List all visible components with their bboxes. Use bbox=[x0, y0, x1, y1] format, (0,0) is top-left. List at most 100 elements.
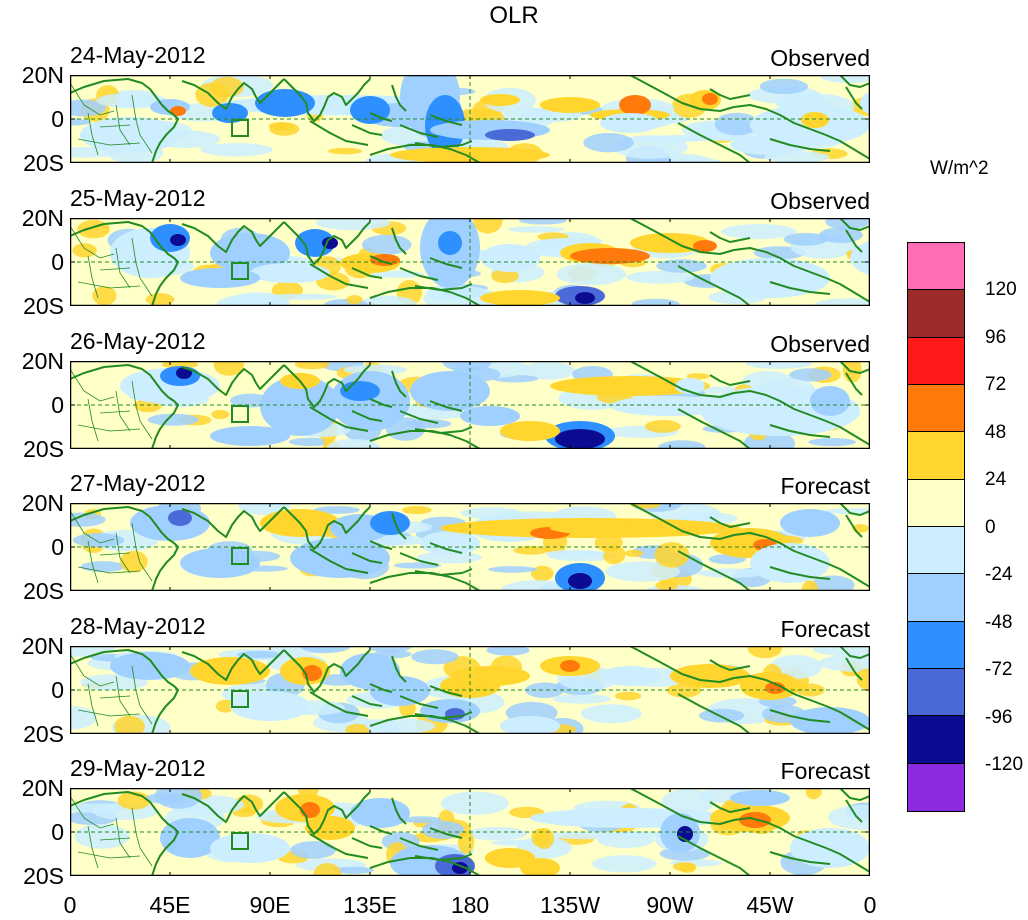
colorbar-level-label: -96 bbox=[985, 707, 1013, 728]
anomaly-patch bbox=[790, 828, 870, 868]
anomaly-patch bbox=[686, 373, 710, 380]
lat-label-20s: 20S bbox=[23, 721, 64, 747]
anomaly-patch bbox=[783, 232, 829, 246]
colorbar-level-label: 24 bbox=[985, 469, 1007, 490]
colorbar-level-label: 48 bbox=[985, 422, 1007, 443]
coastline bbox=[709, 516, 751, 528]
anomaly-patch bbox=[411, 649, 459, 665]
coastline bbox=[709, 231, 751, 243]
anomaly-patch bbox=[592, 855, 657, 873]
anomaly-patch bbox=[92, 286, 117, 306]
anomaly-patch bbox=[300, 802, 320, 818]
anomaly-patch bbox=[365, 718, 436, 734]
colorbar-level-label: 120 bbox=[985, 279, 1017, 300]
colorbar-box bbox=[908, 290, 964, 338]
colorbar-box bbox=[908, 479, 964, 527]
anomaly-patch bbox=[370, 254, 400, 266]
anomaly-patch bbox=[72, 243, 97, 258]
border bbox=[70, 368, 115, 402]
anomaly-patch bbox=[570, 248, 650, 264]
anomaly-patch bbox=[154, 788, 203, 809]
coastline bbox=[283, 791, 371, 835]
map-plot bbox=[70, 646, 870, 734]
anomaly-patch bbox=[401, 816, 442, 824]
lat-label-0: 0 bbox=[51, 534, 64, 560]
panel-type-label: Forecast bbox=[780, 616, 870, 642]
border bbox=[87, 825, 99, 869]
coastline bbox=[309, 683, 473, 719]
anomaly-patch bbox=[120, 550, 148, 573]
anomaly-patch bbox=[545, 549, 606, 558]
lat-label-20n: 20N bbox=[21, 775, 64, 801]
map-plot bbox=[70, 361, 870, 449]
anomaly-patch bbox=[359, 295, 417, 306]
lat-label-0: 0 bbox=[51, 249, 64, 275]
map-frame bbox=[70, 361, 870, 449]
panel-type-label: Observed bbox=[770, 331, 870, 357]
anomaly-patch bbox=[180, 548, 260, 578]
map-plot bbox=[70, 75, 870, 163]
colorbar-level-label: 96 bbox=[985, 327, 1007, 348]
colorbar-level-label: -120 bbox=[985, 754, 1024, 775]
border bbox=[99, 695, 131, 699]
anomaly-patch bbox=[70, 646, 116, 657]
anomaly-patch bbox=[230, 691, 310, 721]
anomaly-patch bbox=[759, 78, 809, 95]
anomaly-patch bbox=[519, 362, 576, 380]
anomaly-patch bbox=[560, 660, 580, 672]
coastline bbox=[70, 221, 179, 306]
anomaly-patch bbox=[500, 421, 560, 441]
coastline bbox=[181, 506, 285, 538]
coastline bbox=[70, 649, 179, 734]
anomaly-patch bbox=[300, 646, 351, 654]
anomaly-patch bbox=[658, 157, 721, 163]
anomaly-patch bbox=[195, 82, 229, 107]
anomaly-patch bbox=[315, 218, 391, 231]
anomaly-patch bbox=[327, 439, 380, 449]
map-frame bbox=[70, 218, 870, 306]
coastline bbox=[369, 572, 481, 591]
anomaly-patch bbox=[600, 113, 660, 133]
anomaly-patch bbox=[460, 406, 520, 426]
colorbar-box bbox=[908, 527, 964, 575]
region-box bbox=[231, 405, 249, 423]
anomaly-patch bbox=[555, 429, 605, 449]
coastline bbox=[70, 78, 179, 163]
anomaly-patch bbox=[290, 841, 337, 859]
anomaly-patch bbox=[250, 263, 330, 283]
border bbox=[77, 424, 141, 432]
anomaly-patch bbox=[805, 788, 822, 800]
panel-type-label: Observed bbox=[770, 45, 870, 71]
anomaly-patch bbox=[212, 103, 248, 123]
anomaly-patch bbox=[655, 580, 678, 591]
panel-1: 24-May-2012 Observed bbox=[70, 42, 870, 163]
coastline bbox=[709, 374, 751, 386]
country-borders bbox=[70, 225, 153, 299]
anomaly-patch bbox=[305, 816, 355, 840]
anomaly-patch bbox=[210, 426, 290, 446]
coastline bbox=[309, 112, 473, 148]
anomaly-patch bbox=[548, 237, 603, 244]
region-box bbox=[231, 547, 249, 565]
anomaly-patch bbox=[594, 533, 623, 552]
lat-label-0: 0 bbox=[51, 392, 64, 418]
anomaly-patch bbox=[769, 655, 823, 679]
anomaly-patch bbox=[525, 682, 565, 698]
panel-4: 27-May-2012 Forecast bbox=[70, 470, 870, 591]
border bbox=[77, 566, 141, 574]
border bbox=[87, 255, 99, 299]
olr-anomaly-field bbox=[72, 218, 870, 306]
anomaly-patch bbox=[730, 135, 810, 155]
anomaly-patch bbox=[473, 218, 503, 234]
anomaly-patch bbox=[850, 240, 870, 276]
anomaly-patch bbox=[693, 240, 717, 252]
border bbox=[77, 709, 141, 717]
colorbar-level-label: 0 bbox=[985, 517, 996, 538]
coastline bbox=[709, 659, 751, 671]
anomaly-patch bbox=[334, 866, 375, 874]
anomaly-patch bbox=[614, 691, 642, 701]
coastline bbox=[629, 361, 870, 449]
anomaly-patch bbox=[180, 268, 260, 288]
coastline bbox=[70, 364, 179, 449]
border bbox=[87, 398, 99, 442]
